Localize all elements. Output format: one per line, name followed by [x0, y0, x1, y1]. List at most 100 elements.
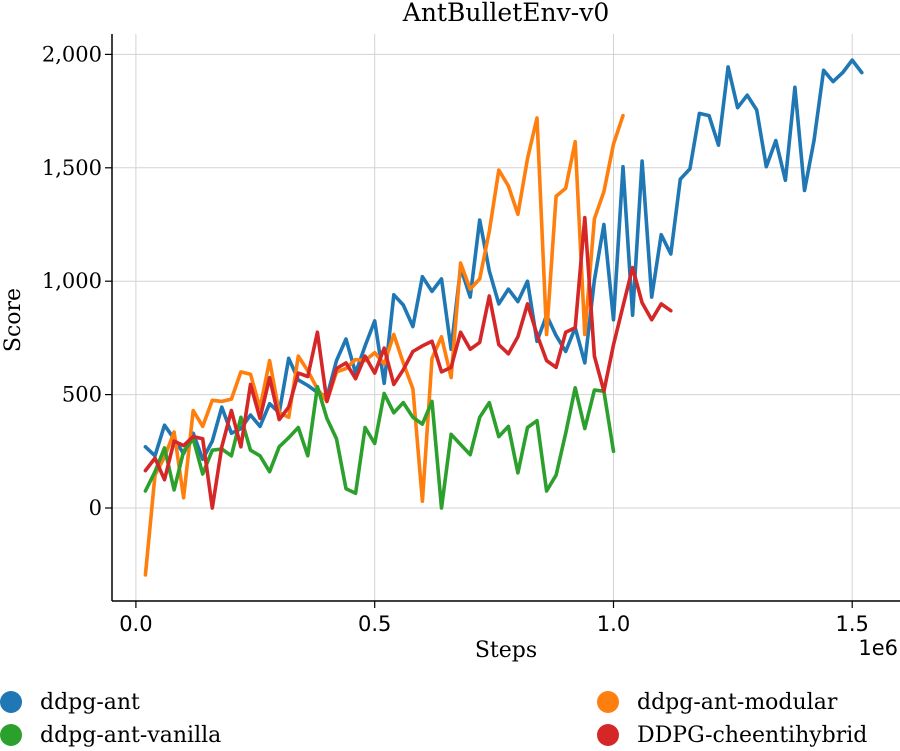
data-point-ddpg-ant	[670, 253, 672, 255]
data-point-ddpg-ant	[211, 440, 214, 442]
data-point-ddpg-ant-vanilla	[478, 416, 481, 419]
data-point-ddpg-ant	[593, 279, 596, 281]
y-tick-label: 1,500	[42, 156, 102, 180]
data-point-ddpg-ant-modular	[622, 114, 624, 117]
data-point-ddpg-ant-modular	[345, 367, 347, 370]
legend-item-ddpg-ant-vanilla: ddpg-ant-vanilla	[0, 719, 221, 751]
y-tick-label: 1,000	[42, 269, 102, 293]
data-point-ddpg-ant-modular	[459, 262, 462, 264]
data-point-ddpg-ant-vanilla	[163, 447, 166, 449]
data-point-ddpg-cheentihybrid	[622, 305, 624, 308]
data-point-ddpg-ant-vanilla	[230, 455, 233, 457]
data-point-ddpg-ant-modular	[536, 117, 538, 119]
data-point-ddpg-cheentihybrid	[240, 446, 242, 448]
data-point-ddpg-cheentihybrid	[173, 440, 175, 442]
legend-label-ddpg-ant: ddpg-ant	[40, 689, 140, 715]
series-line-ddpg-ant	[143, 58, 864, 462]
x-axis-multiplier: 1e6	[858, 636, 898, 660]
data-point-ddpg-cheentihybrid	[364, 355, 366, 357]
x-tick-label: 0.5	[358, 612, 391, 636]
data-point-ddpg-ant-vanilla	[335, 438, 338, 440]
data-point-ddpg-ant-vanilla	[526, 426, 529, 429]
data-point-ddpg-cheentihybrid	[641, 302, 643, 304]
data-point-ddpg-ant-vanilla	[517, 472, 519, 474]
data-point-ddpg-ant-modular	[507, 185, 510, 187]
data-point-ddpg-ant	[421, 275, 424, 278]
data-point-ddpg-ant	[755, 109, 758, 111]
x-tick-label: 1.5	[835, 612, 868, 636]
data-point-ddpg-cheentihybrid	[345, 362, 347, 364]
data-point-ddpg-cheentihybrid	[192, 435, 194, 438]
data-point-ddpg-ant-vanilla	[268, 470, 271, 473]
data-point-ddpg-cheentihybrid	[545, 359, 548, 362]
data-point-ddpg-ant-modular	[431, 357, 433, 360]
data-point-ddpg-cheentihybrid	[297, 372, 300, 374]
data-point-ddpg-ant-vanilla	[393, 412, 395, 414]
data-point-ddpg-ant	[536, 340, 538, 343]
data-point-ddpg-cheentihybrid	[536, 333, 538, 336]
legend-item-ddpg-ant: ddpg-ant	[0, 686, 140, 718]
legend-marker-ddpg-cheentihybrid	[597, 724, 619, 746]
legend-marker-ddpg-ant-vanilla	[0, 724, 22, 746]
data-point-ddpg-cheentihybrid	[144, 469, 147, 472]
data-point-ddpg-ant	[431, 290, 433, 293]
data-point-ddpg-ant-modular	[211, 399, 214, 402]
data-point-ddpg-ant	[650, 296, 653, 298]
data-point-ddpg-ant-modular	[221, 400, 223, 403]
legend-item-ddpg-ant-modular: ddpg-ant-modular	[597, 686, 837, 718]
ticks: 0.0 0.5 1.0 1.5 0 500 1,000 1,500 2,000	[42, 42, 869, 636]
data-point-ddpg-ant-vanilla	[555, 474, 557, 476]
data-point-ddpg-ant	[287, 357, 290, 360]
data-point-ddpg-ant-modular	[230, 398, 233, 400]
data-point-ddpg-ant	[488, 270, 491, 272]
data-point-ddpg-ant-vanilla	[450, 433, 452, 436]
data-point-ddpg-cheentihybrid	[412, 350, 414, 353]
data-point-ddpg-cheentihybrid	[393, 383, 395, 386]
legend-label-ddpg-ant-modular: ddpg-ant-modular	[637, 689, 838, 715]
data-point-ddpg-cheentihybrid	[201, 438, 204, 440]
data-point-ddpg-ant-vanilla	[402, 401, 405, 404]
data-point-ddpg-ant-vanilla	[201, 473, 204, 475]
data-point-ddpg-cheentihybrid	[163, 478, 166, 481]
data-point-ddpg-cheentihybrid	[335, 367, 338, 370]
data-point-ddpg-ant	[507, 288, 510, 290]
data-point-ddpg-ant	[641, 160, 643, 162]
data-point-ddpg-ant	[861, 71, 863, 74]
data-point-ddpg-ant-vanilla	[421, 423, 424, 425]
data-point-ddpg-cheentihybrid	[316, 331, 319, 334]
data-point-ddpg-ant	[383, 382, 386, 385]
data-point-ddpg-cheentihybrid	[307, 375, 309, 378]
data-point-ddpg-cheentihybrid	[670, 309, 672, 312]
data-point-ddpg-ant	[450, 348, 452, 351]
data-point-ddpg-ant-modular	[545, 333, 548, 336]
data-point-ddpg-ant	[603, 223, 605, 226]
data-point-ddpg-ant-modular	[469, 288, 472, 290]
legend: ddpg-ant ddpg-ant-modular ddpg-ant-vanil…	[0, 684, 900, 750]
data-point-ddpg-ant-modular	[268, 359, 271, 362]
data-point-ddpg-ant-modular	[297, 355, 300, 357]
data-point-ddpg-ant-vanilla	[173, 489, 175, 491]
data-point-ddpg-cheentihybrid	[660, 303, 662, 305]
data-point-ddpg-ant	[660, 233, 662, 236]
data-point-ddpg-ant	[784, 179, 787, 182]
data-point-ddpg-ant-vanilla	[412, 416, 414, 419]
data-point-ddpg-ant	[402, 304, 405, 306]
data-point-ddpg-ant-modular	[440, 336, 443, 338]
data-point-ddpg-cheentihybrid	[383, 347, 386, 349]
data-point-ddpg-ant-modular	[373, 351, 376, 354]
data-point-ddpg-ant-vanilla	[278, 446, 281, 448]
data-point-ddpg-ant	[335, 359, 338, 362]
data-point-ddpg-ant	[144, 446, 147, 448]
data-point-ddpg-ant-vanilla	[287, 436, 290, 439]
data-point-ddpg-ant	[249, 414, 252, 416]
data-point-ddpg-cheentihybrid	[354, 377, 357, 380]
data-point-ddpg-ant-modular	[240, 371, 242, 373]
data-point-ddpg-ant-vanilla	[545, 490, 548, 492]
data-point-ddpg-ant	[841, 71, 844, 74]
data-point-ddpg-ant-vanilla	[354, 492, 357, 495]
y-tick-label: 0	[89, 496, 102, 520]
data-point-ddpg-cheentihybrid	[287, 406, 290, 408]
data-point-ddpg-ant	[622, 165, 624, 168]
data-point-ddpg-ant-modular	[383, 363, 386, 365]
data-point-ddpg-ant-modular	[478, 278, 481, 280]
